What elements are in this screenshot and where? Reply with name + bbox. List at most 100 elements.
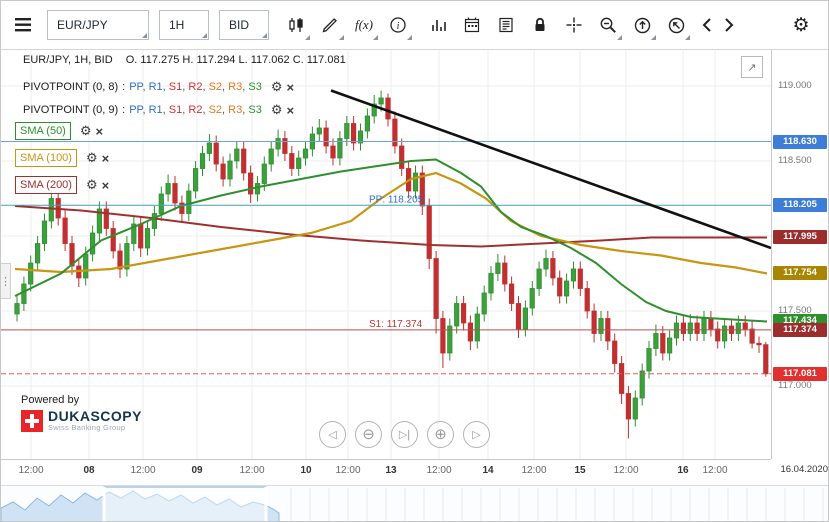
price-badge: 118.630: [773, 134, 827, 149]
overview-range-selector[interactable]: [1, 485, 828, 521]
pivot-level-label: S1: [168, 104, 183, 116]
info-button[interactable]: i: [383, 9, 413, 41]
sidebar-drag-handle[interactable]: ⋮: [1, 263, 11, 299]
popout-icon: ↗: [747, 61, 757, 74]
price-badge: 117.995: [773, 229, 827, 244]
indicators-button[interactable]: [423, 9, 453, 41]
price-badge: 117.754: [773, 265, 827, 280]
magnifier-minus-icon: [600, 17, 616, 33]
indicator-remove-icon[interactable]: ×: [95, 123, 104, 139]
toolbar: EUR/JPY 1H BID f(x): [1, 1, 828, 50]
crosshair-button[interactable]: [559, 9, 589, 41]
indicator-remove-icon[interactable]: ×: [101, 150, 110, 166]
settings-gear-icon: ⚙: [792, 14, 810, 36]
indicator-remove-icon[interactable]: ×: [286, 102, 295, 118]
popout-chart-button[interactable]: ↗: [741, 56, 763, 78]
download-chart-button[interactable]: [661, 9, 691, 41]
zoom-out-button-toolbar[interactable]: [593, 9, 623, 41]
vertical-dots-icon: ⋮: [0, 275, 11, 288]
pivot-level-label: R1: [148, 104, 163, 116]
zoom-in-icon: ⊕: [434, 426, 447, 443]
pivot-level-label: R3: [228, 81, 243, 93]
news-document-icon: [499, 17, 513, 33]
indicator-name: PIVOTPOINT (0, 8): [23, 81, 119, 93]
price-badge: 117.374: [773, 322, 827, 337]
lock-button[interactable]: [525, 9, 555, 41]
indicator-separator: :: [122, 104, 126, 116]
indicator-settings-icon[interactable]: ⚙: [270, 79, 283, 94]
hamburger-menu-icon: [15, 18, 31, 32]
indicator-settings-icon[interactable]: ⚙: [85, 177, 98, 192]
indicator-remove-icon[interactable]: ×: [101, 177, 110, 193]
price-axis-label: 119.000: [778, 80, 812, 91]
corner-mark-icon: [305, 35, 310, 40]
side-value: BID: [229, 18, 250, 32]
chart-canvas[interactable]: PP: 118.205 S1: 117.374: [1, 49, 771, 459]
crosshair-icon: [566, 17, 582, 33]
time-axis[interactable]: 12:00 08 12:00 09 12:00 10 12:00 13 12:00 14 12:00…: [1, 459, 771, 482]
time-axis-label: 08: [83, 465, 95, 476]
indicator-levels: PP, R1, S1, R2, S2, R3, S3: [129, 81, 262, 93]
svg-text:PP: 118.205: PP: 118.205: [369, 194, 424, 205]
chart-header: EUR/JPY, 1H, BID O. 117.275 H. 117.294 L…: [23, 54, 346, 66]
instrument-value: EUR/JPY: [57, 18, 108, 32]
time-axis-label: 12:00: [239, 465, 265, 476]
step-back-button[interactable]: ◁: [319, 421, 346, 448]
pivot-level-label: PP: [129, 104, 143, 116]
indicator-row-pivotpoint-1: PIVOTPOINT (0, 8) : PP, R1, S1, R2, S2, …: [23, 79, 294, 95]
news-button[interactable]: [491, 9, 521, 41]
zoom-in-button[interactable]: ⊕: [427, 421, 454, 448]
time-axis-label: 14: [482, 465, 494, 476]
axis-date-label: 16.04.2020: [780, 464, 828, 475]
pivot-level-label: S2: [208, 104, 223, 116]
scroll-right-button[interactable]: [719, 9, 739, 41]
chart-nav-controls: ◁ ⊖ ▷| ⊕ ▷: [319, 421, 490, 448]
scroll-left-button[interactable]: [697, 9, 717, 41]
period-select[interactable]: 1H: [159, 10, 209, 40]
indicator-settings-icon[interactable]: ⚙: [85, 150, 98, 165]
price-badge: 117.081: [773, 366, 827, 381]
brand-subtitle: Swiss Banking Group: [48, 423, 126, 432]
price-axis-label: 117.000: [778, 380, 812, 391]
skip-to-end-button[interactable]: ▷|: [391, 421, 418, 448]
indicator-settings-icon[interactable]: ⚙: [79, 123, 92, 138]
corner-mark-icon: [685, 35, 690, 40]
pivot-level-label: S1: [168, 81, 183, 93]
circle-arrow-up-icon: [634, 17, 650, 33]
overview-chart: [1, 486, 824, 521]
corner-mark-icon: [373, 35, 378, 40]
side-select[interactable]: BID: [219, 10, 269, 40]
indicator-row-pivotpoint-2: PIVOTPOINT (0, 9) : PP, R1, S1, R2, S2, …: [23, 102, 294, 118]
play-button[interactable]: ▷: [463, 421, 490, 448]
function-button[interactable]: f(x): [349, 9, 379, 41]
corner-mark-icon: [262, 33, 267, 38]
upload-chart-button[interactable]: [627, 9, 657, 41]
time-axis-label: 13: [385, 465, 397, 476]
skip-to-end-icon: ▷|: [398, 429, 411, 441]
time-axis-label: 15: [574, 465, 586, 476]
chart-type-button[interactable]: [281, 9, 311, 41]
main-menu-button[interactable]: [9, 9, 39, 41]
bar-chart-icon: [432, 20, 446, 31]
indicator-row-sma200: SMA (200) ⚙ ×: [15, 176, 109, 194]
candlestick-chart-icon: [289, 18, 303, 32]
powered-by-label: Powered by: [21, 394, 80, 406]
indicator-settings-icon[interactable]: ⚙: [270, 102, 283, 117]
draw-tool-button[interactable]: [315, 9, 345, 41]
function-icon: f(x): [354, 17, 374, 32]
calendar-icon: [464, 17, 480, 33]
powered-by-block: Powered by DUKASCOPY Swiss Banking Group: [21, 394, 142, 432]
zoom-out-button[interactable]: ⊖: [355, 421, 382, 448]
dukascopy-logo-icon: [21, 409, 43, 432]
time-axis-label: 12:00: [521, 465, 547, 476]
indicator-remove-icon[interactable]: ×: [286, 79, 295, 95]
price-axis-label: 118.500: [778, 155, 812, 166]
sma-label: SMA (50): [15, 122, 71, 140]
settings-button[interactable]: ⚙: [786, 9, 816, 41]
price-axis[interactable]: 119.000 118.500 117.500 117.000 118.630 118.2…: [771, 49, 828, 459]
price-axis-label: 117.500: [778, 305, 812, 316]
corner-mark-icon: [142, 33, 147, 38]
calendar-button[interactable]: [457, 9, 487, 41]
instrument-select[interactable]: EUR/JPY: [47, 10, 149, 40]
